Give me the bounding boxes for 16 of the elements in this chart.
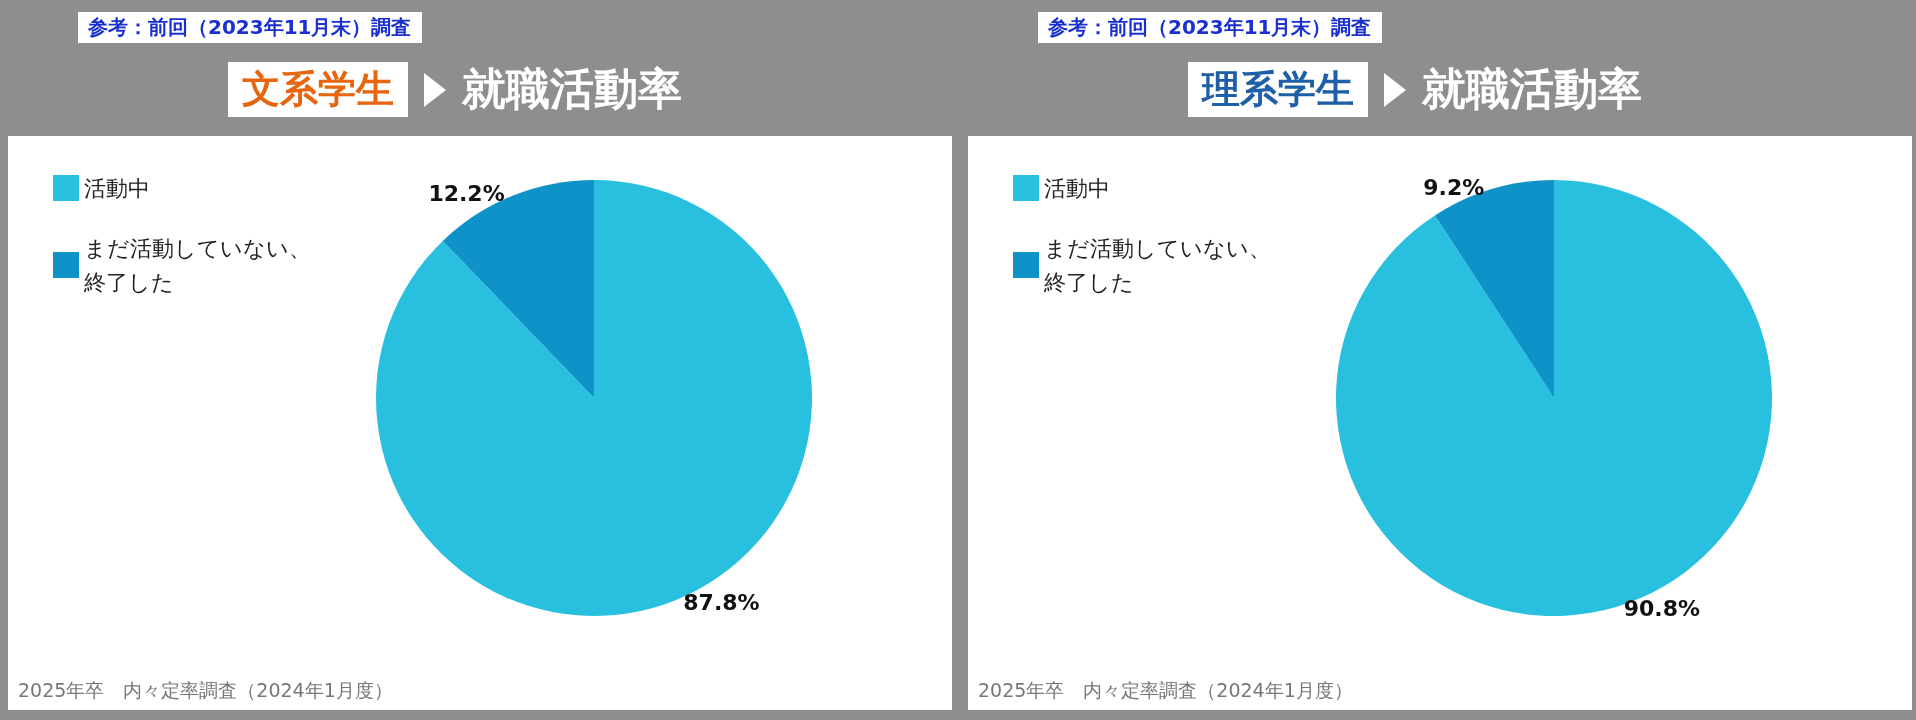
chart-title: 理系学生 (1188, 62, 1368, 117)
text: 参考：前回（2023年11月末）調査 (78, 12, 422, 43)
text: 参考：前回（2023年11月末）調査 (1038, 12, 1382, 43)
text: 2025年卒 内々定率調査（2024年1月度） (18, 678, 393, 703)
legend-label: まだ活動していない、終了した (83, 235, 311, 295)
data-label: 90.8% (1623, 596, 1701, 622)
legend-label: 活動中 (84, 175, 150, 201)
legend-label: まだ活動していない、終了した (1043, 235, 1271, 295)
chart-title: 文系学生 (228, 62, 408, 117)
data-label: 87.8% (683, 589, 760, 615)
data-label: 9.2% (1423, 174, 1485, 200)
legend-label: 活動中 (1044, 175, 1110, 201)
chart-subtitle: 就職活動率 (462, 62, 682, 116)
data-label: 12.2% (428, 181, 505, 207)
text: 2025年卒 内々定率調査（2024年1月度） (978, 678, 1353, 703)
chart-subtitle: 就職活動率 (1422, 62, 1642, 116)
